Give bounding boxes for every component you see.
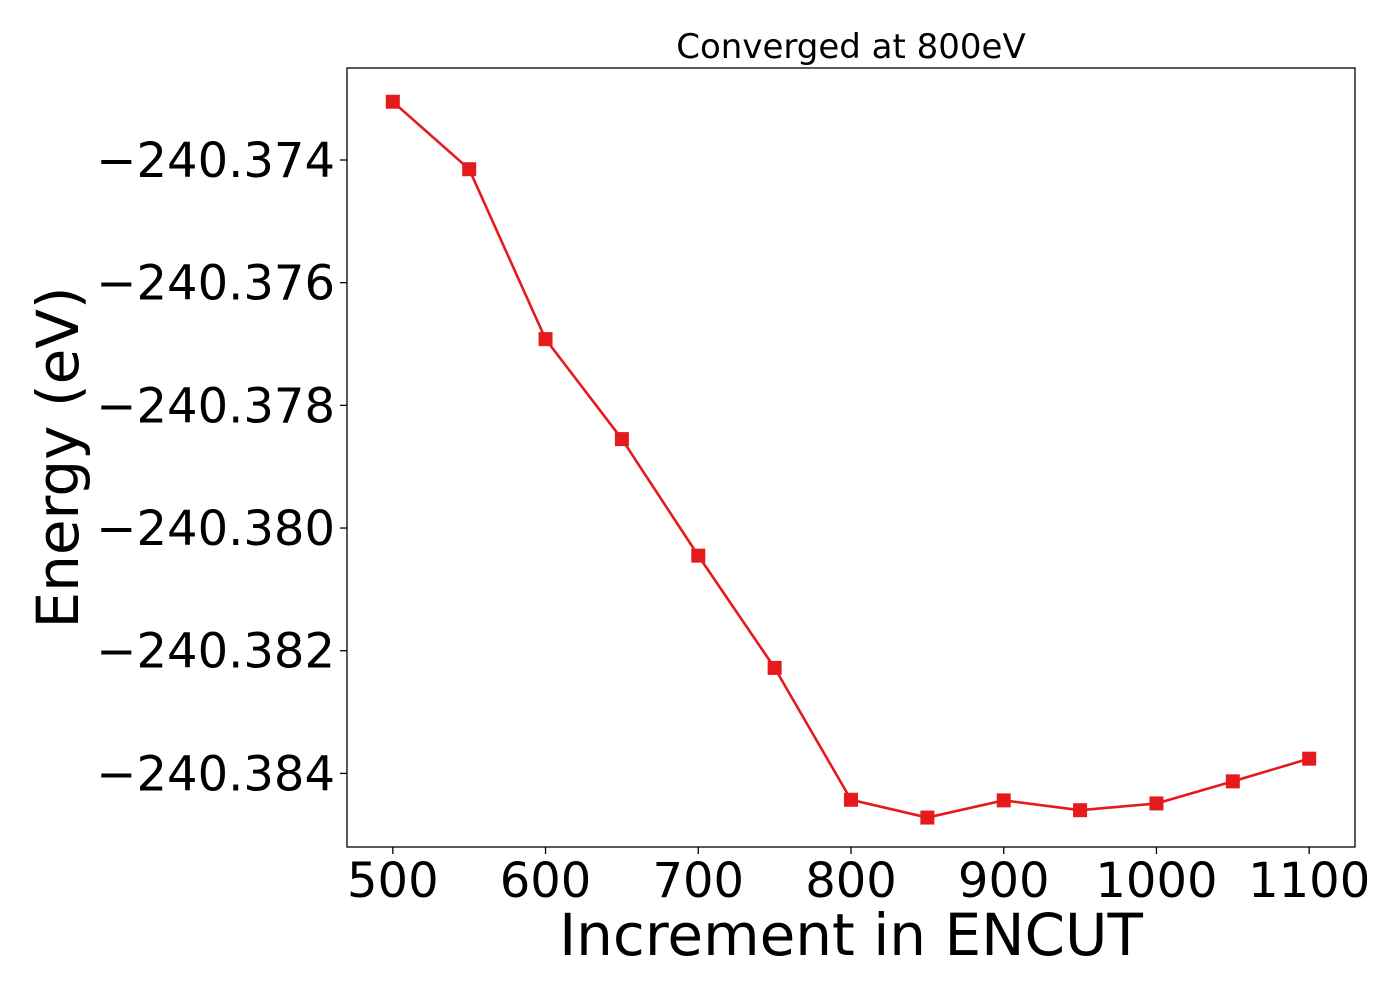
- x-tick-label: 600: [500, 853, 592, 909]
- x-tick-label: 800: [805, 853, 897, 909]
- x-tick-label: 900: [958, 853, 1050, 909]
- data-point: [385, 94, 400, 109]
- y-tick-label: −240.384: [96, 746, 335, 802]
- x-axis-label: Increment in ENCUT: [559, 901, 1143, 969]
- x-tick-label: 1100: [1248, 853, 1370, 909]
- y-tick-label: −240.378: [96, 378, 335, 434]
- y-tick-label: −240.382: [96, 624, 335, 680]
- data-point: [920, 810, 935, 825]
- y-tick-label: −240.374: [96, 133, 335, 189]
- data-point: [1302, 751, 1317, 766]
- y-tick-label: −240.380: [96, 501, 335, 557]
- x-tick-label: 500: [347, 853, 439, 909]
- data-point: [996, 793, 1011, 808]
- chart-title: Converged at 800eV: [676, 27, 1025, 67]
- data-point: [844, 792, 858, 807]
- y-axis-label: Energy (eV): [24, 286, 92, 628]
- data-point: [1073, 803, 1088, 818]
- plot-frame: [346, 67, 1356, 848]
- x-axis: 500 600 700 800 900 1000 1100: [347, 847, 1370, 909]
- y-axis: −240.374 −240.376 −240.378 −240.380 −240.382…: [96, 133, 347, 802]
- y-tick-label: −240.376: [96, 256, 335, 312]
- data-point: [1149, 796, 1164, 811]
- plot-content: [385, 94, 1317, 825]
- data-point: [767, 660, 782, 675]
- data-point: [1225, 774, 1240, 789]
- x-tick-label: 700: [652, 853, 744, 909]
- data-point: [462, 162, 477, 177]
- data-point: [538, 332, 553, 347]
- data-point: [691, 548, 706, 563]
- x-tick-label: 1000: [1095, 853, 1217, 909]
- data-point: [614, 432, 629, 447]
